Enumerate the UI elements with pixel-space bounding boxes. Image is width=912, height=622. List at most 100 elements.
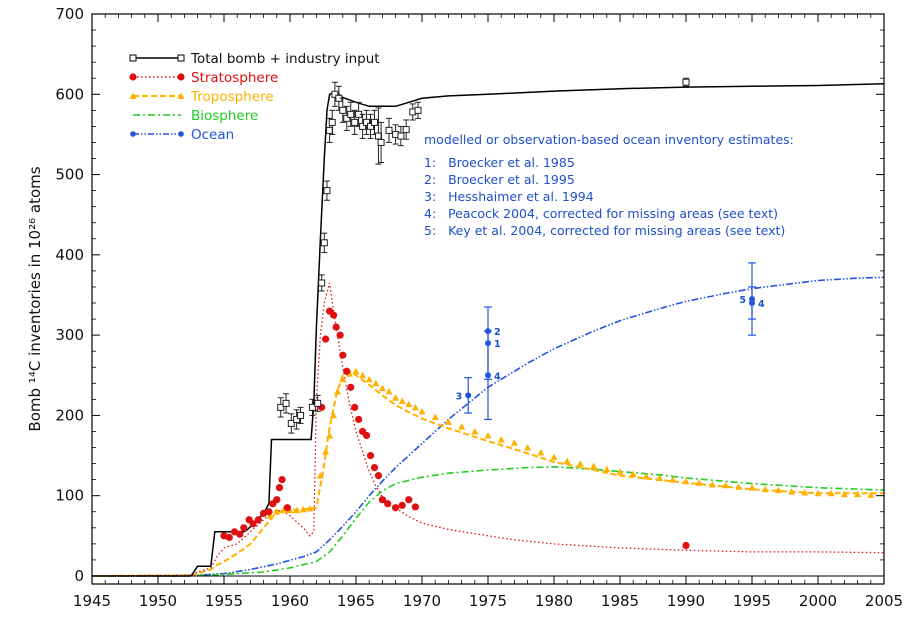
troposphere-point <box>497 435 505 443</box>
total-point <box>359 122 367 130</box>
troposphere-point <box>378 384 386 392</box>
x-tick-label: 2000 <box>799 592 837 610</box>
x-tick-label: 1960 <box>271 592 309 610</box>
legend-total-marker <box>177 54 185 62</box>
total-point <box>326 126 334 134</box>
legend: Total bomb + industry input Stratosphere T… <box>129 51 380 143</box>
total-point <box>370 118 378 126</box>
troposphere-point <box>372 379 380 387</box>
stratosphere-point <box>347 383 355 391</box>
total-point <box>331 90 339 98</box>
stratosphere-point <box>273 496 281 504</box>
legend-label-ocean: Ocean <box>191 127 234 143</box>
stratosphere-point <box>384 500 392 508</box>
ocean-estimate-label: 3 <box>456 391 463 402</box>
troposphere-point <box>629 470 637 478</box>
total-point <box>320 239 328 247</box>
stratosphere-point <box>236 530 244 538</box>
ocean-estimate-label: 4 <box>758 299 765 310</box>
troposphere-point <box>279 506 287 514</box>
ocean-estimate-point <box>465 392 472 399</box>
troposphere-point <box>590 462 598 469</box>
ocean-estimate-label: 1 <box>494 339 501 350</box>
axes: 1945 1950 1955 1960 1965 1970 1975 1980 1985 1990… <box>55 5 903 610</box>
y-tick-label: 0 <box>74 567 84 585</box>
total-point <box>308 403 316 411</box>
total-point <box>328 118 336 126</box>
y-tick-label: 300 <box>55 326 84 344</box>
troposphere-point <box>722 481 730 489</box>
troposphere-point <box>359 371 367 379</box>
x-tick-label: 1945 <box>73 592 111 610</box>
annotation-line: 4: Peacock 2004, corrected for missing a… <box>424 206 778 221</box>
total-point <box>397 132 405 140</box>
troposphere-point <box>708 480 716 488</box>
troposphere-point <box>563 457 571 465</box>
stratosphere-point <box>322 335 330 343</box>
stratosphere-point <box>283 504 291 512</box>
legend-stratosphere-marker <box>177 73 185 81</box>
troposphere-point <box>330 411 338 419</box>
troposphere-point <box>316 472 324 479</box>
troposphere-point <box>510 439 518 446</box>
troposphere-point <box>405 400 413 408</box>
annotation-line: 3: Hesshaimer et al. 1994 <box>424 189 594 204</box>
total-point <box>374 132 382 140</box>
troposphere-point <box>273 508 281 515</box>
troposphere-point <box>814 489 822 497</box>
total-point <box>367 122 375 130</box>
stratosphere-point <box>225 533 233 542</box>
total-point <box>402 126 410 134</box>
troposphere-point <box>537 448 545 456</box>
annotation-block: modelled or observation-based ocean inve… <box>424 132 794 238</box>
total-point <box>682 78 690 86</box>
ocean-estimate-label: 2 <box>494 327 501 338</box>
stratosphere-point <box>336 331 344 339</box>
troposphere-point <box>801 488 809 496</box>
stratosphere-point <box>378 496 386 504</box>
troposphere-point <box>299 505 307 513</box>
stratosphere-point <box>278 476 286 484</box>
troposphere-point <box>788 488 796 495</box>
x-tick-label: 1955 <box>205 592 243 610</box>
total-point <box>414 106 422 114</box>
total-point <box>339 106 347 114</box>
troposphere-point <box>695 479 703 486</box>
troposphere-point <box>550 453 558 461</box>
total-point <box>282 399 290 407</box>
troposphere-point <box>867 491 875 498</box>
troposphere-point <box>735 483 743 490</box>
total-point <box>287 419 295 427</box>
legend-stratosphere-marker <box>129 73 137 81</box>
troposphere-point <box>774 486 782 494</box>
troposphere-point <box>616 468 624 475</box>
stratosphere-point <box>374 472 383 480</box>
ocean-estimate-label: 4 <box>494 371 501 382</box>
stratosphere-point <box>329 311 338 319</box>
legend-label-total: Total bomb + industry input <box>190 51 380 67</box>
troposphere-point <box>656 474 664 482</box>
ocean-estimate-point <box>485 372 491 379</box>
troposphere-point <box>392 394 400 401</box>
troposphere-point <box>444 418 452 425</box>
y-tick-label: 200 <box>55 406 84 424</box>
annotation-title: modelled or observation-based ocean inve… <box>424 132 794 147</box>
stratosphere-point <box>249 520 257 528</box>
troposphere-point <box>306 505 314 512</box>
troposphere-point <box>339 375 347 383</box>
x-tick-label: 1965 <box>337 592 375 610</box>
total-point <box>351 118 359 126</box>
total-point <box>385 126 393 134</box>
troposphere-point <box>385 387 393 395</box>
y-tick-label: 700 <box>55 5 84 23</box>
troposphere-point <box>827 489 835 497</box>
troposphere-point <box>642 472 650 480</box>
troposphere-point <box>322 448 330 455</box>
stratosphere-point <box>682 541 690 550</box>
troposphere-point <box>761 485 769 493</box>
stratosphere-point <box>398 501 406 509</box>
ocean-estimate-label: 5 <box>739 295 746 306</box>
total-point <box>318 279 326 287</box>
troposphere-point <box>334 387 342 395</box>
y-tick-label: 100 <box>55 487 84 505</box>
